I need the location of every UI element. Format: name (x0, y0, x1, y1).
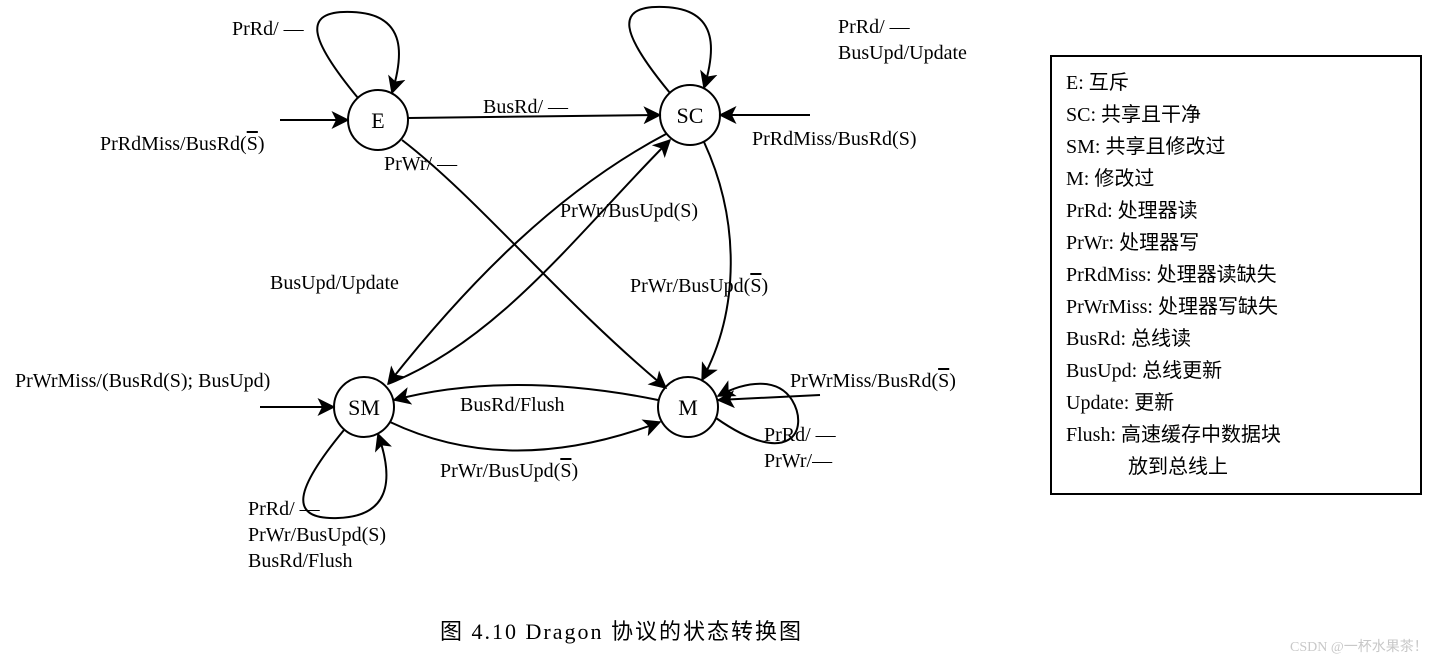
diagram-stage: E SC SM M PrRd/ — PrRd/ — Bu (0, 0, 1455, 659)
legend-m: M: 修改过 (1066, 163, 1406, 195)
edge-sc-m (702, 142, 731, 380)
label-sm-miss: PrWrMiss/(BusRd(S); BusUpd) (15, 370, 270, 392)
legend-flush2: 放到总线上 (1066, 451, 1406, 483)
legend-prrd: PrRd: 处理器读 (1066, 195, 1406, 227)
legend-sc: SC: 共享且干净 (1066, 99, 1406, 131)
label-e-miss: PrRdMiss/BusRd(S) (100, 133, 265, 155)
state-e-label: E (371, 108, 384, 133)
label-sm-loop3: BusRd/Flush (248, 550, 352, 572)
state-sm-label: SM (348, 395, 380, 420)
label-sm-sc: BusUpd/Update (270, 272, 399, 294)
label-sm-loop1: PrRd/ — (248, 498, 320, 520)
watermark: CSDN @一杯水果茶！ (1290, 636, 1428, 656)
label-m-loop2: PrWr/— (764, 450, 832, 472)
label-m-loop1: PrRd/ — (764, 424, 836, 446)
label-sc-loop2: BusUpd/Update (838, 42, 967, 64)
label-sc-miss: PrRdMiss/BusRd(S) (752, 128, 917, 150)
edge-e-m (402, 140, 666, 388)
legend-e: E: 互斥 (1066, 67, 1406, 99)
legend-prrdmiss: PrRdMiss: 处理器读缺失 (1066, 259, 1406, 291)
legend-prwrmiss: PrWrMiss: 处理器写缺失 (1066, 291, 1406, 323)
edge-sm-sc (388, 140, 670, 384)
legend-flush: Flush: 高速缓存中数据块 (1066, 419, 1406, 451)
legend-busupd: BusUpd: 总线更新 (1066, 355, 1406, 387)
legend-busrd: BusRd: 总线读 (1066, 323, 1406, 355)
edge-sm-m (390, 422, 660, 451)
label-e-loop: PrRd/ — (232, 18, 304, 40)
label-e-sc: BusRd/ — (483, 96, 568, 118)
label-sc-loop1: PrRd/ — (838, 16, 910, 38)
edge-e-loop (317, 12, 399, 98)
label-sm-loop2: PrWr/BusUpd(S) (248, 524, 386, 546)
figure-caption: 图 4.10 Dragon 协议的状态转换图 (440, 614, 803, 646)
edge-sc-loop (629, 7, 711, 93)
label-m-miss: PrWrMiss/BusRd(S) (790, 370, 956, 392)
label-sc-sm: PrWr/BusUpd(S) (560, 200, 698, 222)
label-m-sm: BusRd/Flush (460, 394, 564, 416)
legend-box: E: 互斥 SC: 共享且干净 SM: 共享且修改过 M: 修改过 PrRd: … (1050, 55, 1422, 495)
edge-m-miss (718, 395, 820, 400)
state-sc-label: SC (677, 103, 704, 128)
legend-update: Update: 更新 (1066, 387, 1406, 419)
legend-sm: SM: 共享且修改过 (1066, 131, 1406, 163)
legend-prwr: PrWr: 处理器写 (1066, 227, 1406, 259)
label-sc-m: PrWr/BusUpd(S) (630, 275, 768, 297)
state-m-label: M (678, 395, 698, 420)
label-e-m-prwr: PrWr/ — (384, 153, 457, 175)
label-sm-m: PrWr/BusUpd(S) (440, 460, 578, 482)
